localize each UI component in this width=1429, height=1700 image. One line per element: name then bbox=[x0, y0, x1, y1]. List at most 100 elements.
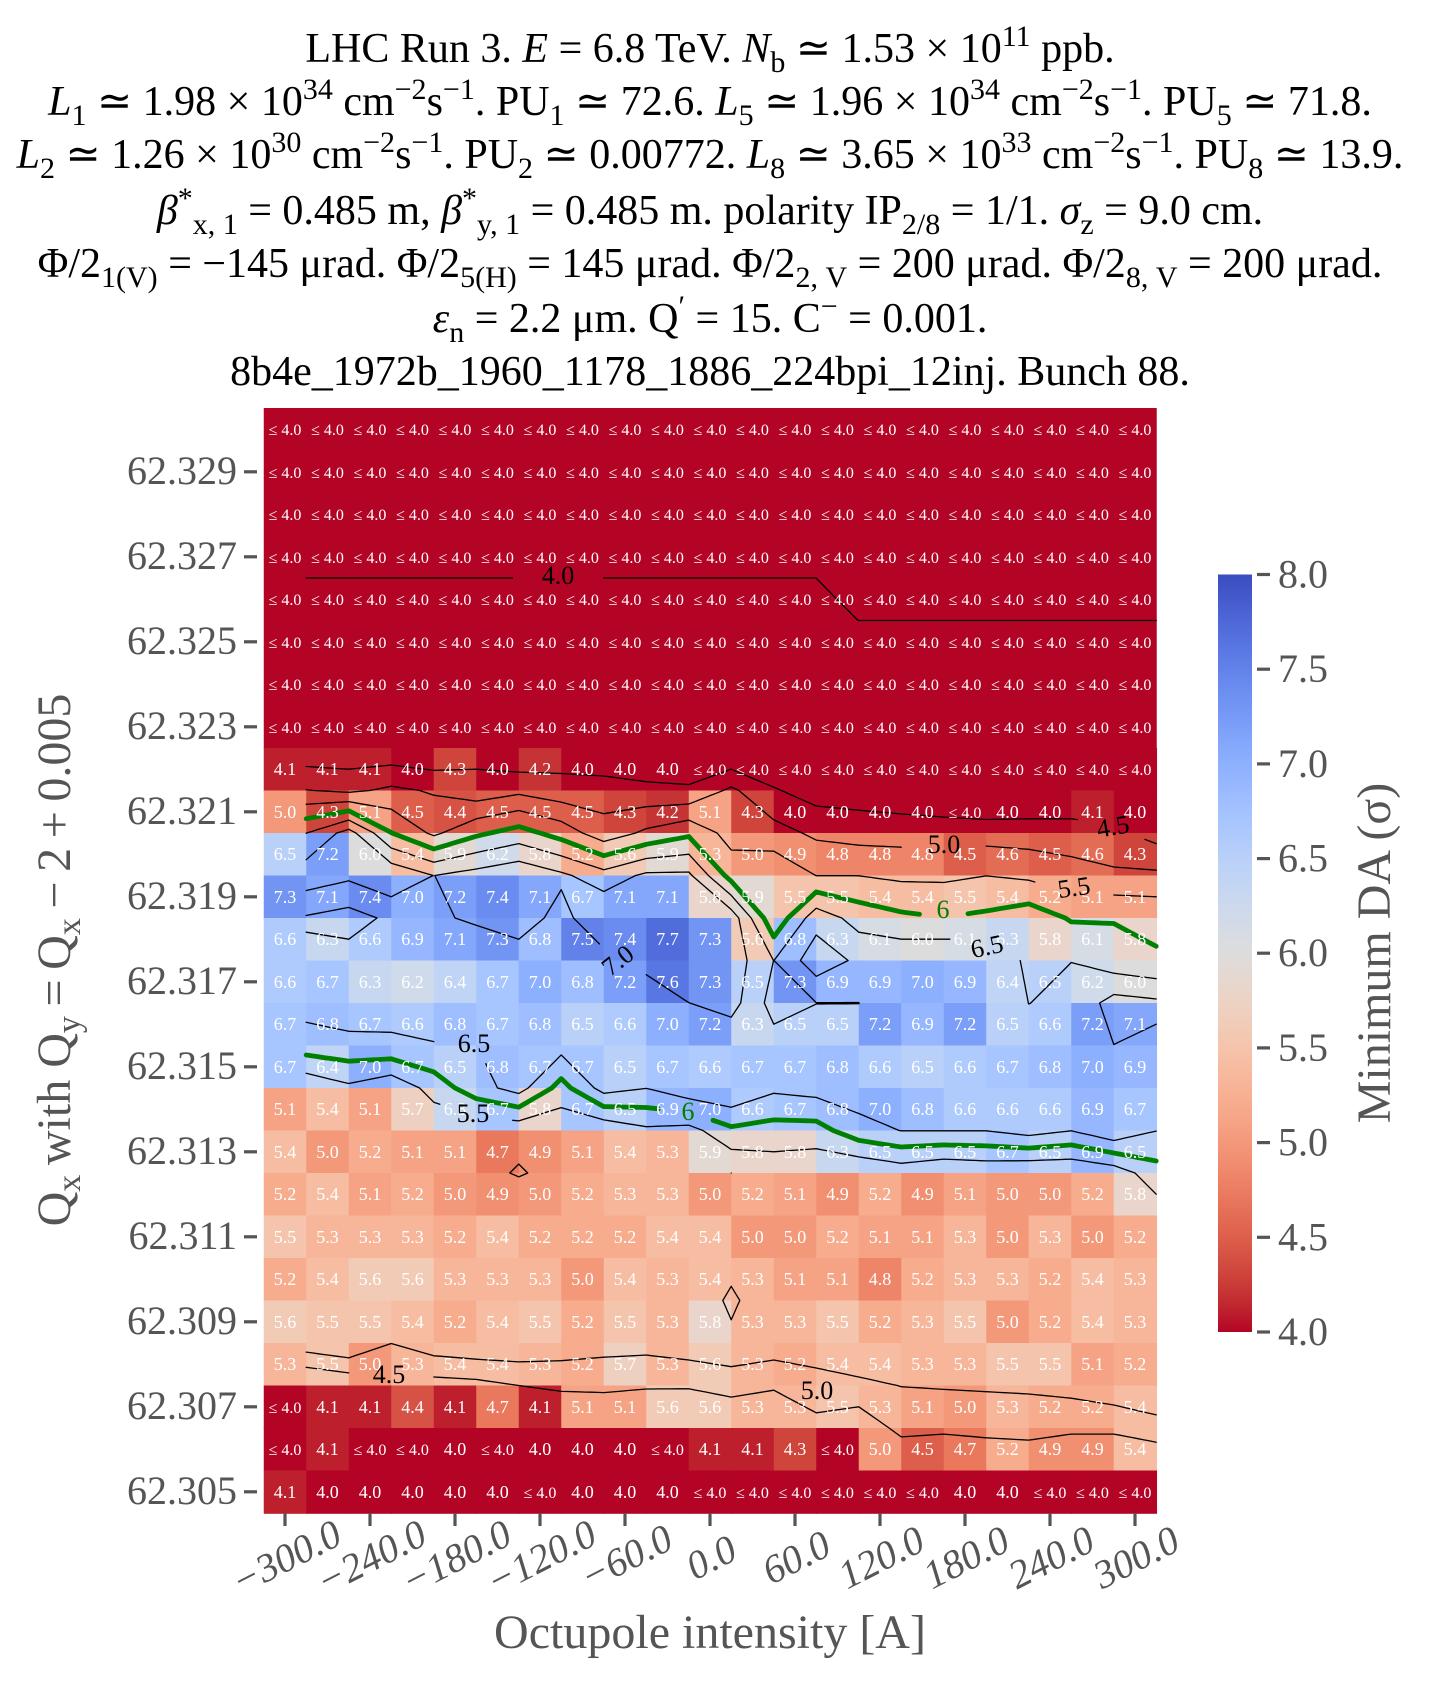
svg-text:4.0: 4.0 bbox=[401, 759, 424, 779]
svg-text:6.7: 6.7 bbox=[316, 972, 339, 992]
svg-text:≤ 4.0: ≤ 4.0 bbox=[524, 422, 557, 439]
svg-text:≤ 4.0: ≤ 4.0 bbox=[821, 677, 854, 694]
svg-text:≤ 4.0: ≤ 4.0 bbox=[1119, 465, 1152, 482]
svg-text:6.5: 6.5 bbox=[1124, 1142, 1147, 1162]
svg-text:4.3: 4.3 bbox=[784, 1439, 807, 1459]
svg-text:4.4: 4.4 bbox=[444, 802, 467, 822]
svg-text:≤ 4.0: ≤ 4.0 bbox=[609, 677, 642, 694]
svg-text:≤ 4.0: ≤ 4.0 bbox=[864, 550, 897, 567]
svg-text:4.0: 4.0 bbox=[359, 1482, 382, 1502]
svg-text:5.8: 5.8 bbox=[741, 1142, 764, 1162]
svg-text:6.7: 6.7 bbox=[741, 1057, 764, 1077]
svg-text:6.7: 6.7 bbox=[486, 972, 509, 992]
svg-text:≤ 4.0: ≤ 4.0 bbox=[779, 762, 812, 779]
svg-text:≤ 4.0: ≤ 4.0 bbox=[694, 677, 727, 694]
svg-text:≤ 4.0: ≤ 4.0 bbox=[1076, 1485, 1109, 1502]
svg-text:≤ 4.0: ≤ 4.0 bbox=[949, 805, 982, 822]
svg-text:5.0: 5.0 bbox=[996, 1312, 1019, 1332]
svg-text:5.3: 5.3 bbox=[741, 1312, 764, 1332]
svg-text:4.9: 4.9 bbox=[486, 1184, 509, 1204]
svg-text:5.2: 5.2 bbox=[571, 1227, 594, 1247]
svg-text:Octupole intensity [A]: Octupole intensity [A] bbox=[494, 1606, 926, 1659]
svg-text:4.5: 4.5 bbox=[1278, 1214, 1328, 1259]
svg-text:≤ 4.0: ≤ 4.0 bbox=[906, 635, 939, 652]
svg-text:4.7: 4.7 bbox=[486, 1397, 509, 1417]
svg-text:6.3: 6.3 bbox=[996, 929, 1019, 949]
svg-text:≤ 4.0: ≤ 4.0 bbox=[864, 762, 897, 779]
svg-text:≤ 4.0: ≤ 4.0 bbox=[694, 422, 727, 439]
svg-text:5.5: 5.5 bbox=[1056, 871, 1092, 904]
svg-text:≤ 4.0: ≤ 4.0 bbox=[439, 465, 472, 482]
svg-text:≤ 4.0: ≤ 4.0 bbox=[1119, 422, 1152, 439]
svg-text:≤ 4.0: ≤ 4.0 bbox=[354, 550, 387, 567]
svg-text:5.3: 5.3 bbox=[614, 1184, 637, 1204]
svg-text:5.3: 5.3 bbox=[954, 1354, 977, 1374]
svg-text:≤ 4.0: ≤ 4.0 bbox=[1119, 592, 1152, 609]
svg-text:5.3: 5.3 bbox=[784, 1397, 807, 1417]
svg-text:4.1: 4.1 bbox=[444, 1397, 467, 1417]
svg-text:5.3: 5.3 bbox=[1124, 1269, 1147, 1289]
svg-text:5.4: 5.4 bbox=[869, 1354, 892, 1374]
svg-text:5.2: 5.2 bbox=[1124, 1354, 1147, 1374]
svg-text:6.8: 6.8 bbox=[529, 929, 552, 949]
svg-text:≤ 4.0: ≤ 4.0 bbox=[396, 550, 429, 567]
svg-text:≤ 4.0: ≤ 4.0 bbox=[311, 635, 344, 652]
svg-text:≤ 4.0: ≤ 4.0 bbox=[1119, 762, 1152, 779]
svg-text:4.0: 4.0 bbox=[954, 1482, 977, 1502]
svg-text:≤ 4.0: ≤ 4.0 bbox=[864, 592, 897, 609]
svg-text:6.8: 6.8 bbox=[1039, 1057, 1062, 1077]
svg-text:4.3: 4.3 bbox=[444, 759, 467, 779]
svg-text:5.4: 5.4 bbox=[316, 1184, 339, 1204]
svg-text:4.8: 4.8 bbox=[826, 844, 849, 864]
svg-text:5.5: 5.5 bbox=[784, 887, 807, 907]
svg-text:5.3: 5.3 bbox=[274, 1354, 297, 1374]
svg-text:5.4: 5.4 bbox=[656, 1227, 679, 1247]
svg-text:6: 6 bbox=[937, 895, 950, 924]
svg-text:≤ 4.0: ≤ 4.0 bbox=[1076, 465, 1109, 482]
svg-text:≤ 4.0: ≤ 4.0 bbox=[1076, 592, 1109, 609]
svg-text:7.3: 7.3 bbox=[784, 972, 807, 992]
svg-text:4.7: 4.7 bbox=[954, 1439, 977, 1459]
svg-text:6.3: 6.3 bbox=[826, 1142, 849, 1162]
svg-text:4.1: 4.1 bbox=[741, 1439, 764, 1459]
svg-text:4.0: 4.0 bbox=[571, 759, 594, 779]
svg-text:5.3: 5.3 bbox=[529, 1269, 552, 1289]
svg-text:≤ 4.0: ≤ 4.0 bbox=[1034, 720, 1067, 737]
svg-text:≤ 4.0: ≤ 4.0 bbox=[354, 677, 387, 694]
svg-text:5.2: 5.2 bbox=[274, 1184, 297, 1204]
svg-text:5.8: 5.8 bbox=[1124, 929, 1147, 949]
svg-text:5.8: 5.8 bbox=[699, 1312, 722, 1332]
svg-text:5.3: 5.3 bbox=[656, 1269, 679, 1289]
svg-text:5.3: 5.3 bbox=[741, 1397, 764, 1417]
svg-text:6.0: 6.0 bbox=[911, 929, 934, 949]
svg-text:6.0: 6.0 bbox=[1278, 930, 1328, 975]
svg-text:≤ 4.0: ≤ 4.0 bbox=[354, 592, 387, 609]
svg-text:β*x, 1 = 0.485 m, β*y, 1 = 0.4: β*x, 1 = 0.485 m, β*y, 1 = 0.485 m. pola… bbox=[156, 182, 1263, 241]
svg-text:5.1: 5.1 bbox=[401, 1142, 424, 1162]
svg-text:≤ 4.0: ≤ 4.0 bbox=[1034, 762, 1067, 779]
svg-text:5.4: 5.4 bbox=[1081, 1269, 1104, 1289]
svg-text:≤ 4.0: ≤ 4.0 bbox=[609, 592, 642, 609]
svg-text:7.0: 7.0 bbox=[869, 1099, 892, 1119]
svg-text:≤ 4.0: ≤ 4.0 bbox=[609, 465, 642, 482]
svg-text:≤ 4.0: ≤ 4.0 bbox=[566, 465, 599, 482]
svg-text:7.2: 7.2 bbox=[699, 1014, 722, 1034]
svg-text:6.8: 6.8 bbox=[826, 1057, 849, 1077]
svg-text:≤ 4.0: ≤ 4.0 bbox=[396, 507, 429, 524]
svg-text:≤ 4.0: ≤ 4.0 bbox=[821, 762, 854, 779]
svg-text:5.1: 5.1 bbox=[869, 1227, 892, 1247]
svg-text:5.3: 5.3 bbox=[869, 1397, 892, 1417]
svg-text:5.7: 5.7 bbox=[614, 1354, 637, 1374]
svg-text:4.0: 4.0 bbox=[1278, 1309, 1328, 1354]
svg-text:≤ 4.0: ≤ 4.0 bbox=[481, 465, 514, 482]
svg-text:≤ 4.0: ≤ 4.0 bbox=[439, 720, 472, 737]
svg-text:≤ 4.0: ≤ 4.0 bbox=[396, 465, 429, 482]
svg-text:6.7: 6.7 bbox=[571, 1099, 594, 1119]
svg-text:4.5: 4.5 bbox=[401, 802, 424, 822]
svg-text:6.6: 6.6 bbox=[699, 1057, 722, 1077]
svg-text:≤ 4.0: ≤ 4.0 bbox=[566, 507, 599, 524]
svg-text:4.0: 4.0 bbox=[444, 1482, 467, 1502]
svg-text:5.3: 5.3 bbox=[401, 1227, 424, 1247]
svg-text:5.0: 5.0 bbox=[274, 802, 297, 822]
svg-text:5.4: 5.4 bbox=[699, 1227, 722, 1247]
